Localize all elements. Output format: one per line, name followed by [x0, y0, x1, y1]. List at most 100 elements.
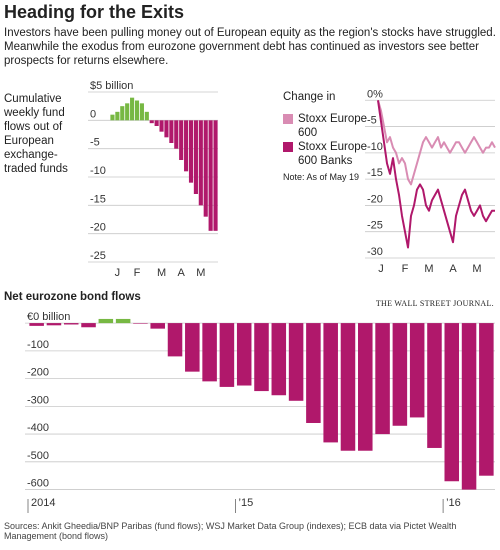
bar	[461, 323, 477, 490]
y-tick-label: -100	[27, 339, 49, 351]
y-tick-label: -200	[27, 367, 49, 379]
bar	[444, 323, 460, 482]
y-tick-label: -400	[27, 422, 49, 434]
bar	[288, 323, 304, 401]
legend-item: Stoxx Europe 600	[283, 112, 378, 140]
y-tick-label: -500	[27, 450, 49, 462]
bar	[81, 323, 96, 328]
bar	[63, 323, 79, 325]
x-tick-label: M	[157, 267, 166, 279]
bar	[167, 323, 183, 357]
bar	[375, 323, 390, 435]
legend-swatch	[283, 114, 293, 124]
line	[377, 100, 496, 186]
bar	[134, 100, 140, 121]
bar	[323, 323, 338, 443]
line	[377, 100, 495, 249]
y-tick-label: 0%	[367, 88, 383, 100]
title: Heading for the Exits	[4, 2, 185, 22]
bar	[169, 120, 174, 143]
y-tick-label: -5	[90, 137, 100, 149]
bar	[179, 120, 184, 160]
bar	[125, 103, 130, 121]
bar	[392, 323, 408, 426]
y-tick-label: -15	[367, 167, 383, 179]
bar	[427, 323, 442, 448]
x-tick-label: M	[424, 263, 433, 275]
source: Sources: Ankit Gheedia/BNP Paribas (fund…	[4, 521, 457, 541]
chart-label: Cumulative weekly fund flows out of Euro…	[4, 93, 68, 175]
bar	[213, 120, 218, 231]
x-tick-label: A	[178, 267, 186, 279]
bar	[198, 120, 203, 206]
brand: THE WALL STREET JOURNAL.	[375, 299, 494, 308]
y-tick-label: -25	[90, 250, 106, 262]
subtitle: Investors have been pulling money out of…	[4, 27, 496, 67]
bar	[236, 323, 252, 386]
bar	[208, 120, 213, 231]
chart-label: Change in	[283, 91, 336, 103]
legend-swatch	[283, 142, 293, 152]
bar	[159, 120, 164, 132]
bar	[144, 111, 149, 121]
bar	[203, 120, 208, 217]
bar	[271, 323, 287, 396]
y-tick-label: -10	[367, 141, 383, 153]
bar	[120, 106, 125, 121]
bar	[188, 120, 194, 183]
bar	[193, 120, 198, 194]
x-tick-label: A	[449, 263, 457, 275]
bar	[115, 111, 120, 121]
y-tick-label: 0	[90, 108, 96, 120]
y-tick-label: -30	[367, 246, 383, 258]
x-tick-label: ’16	[446, 497, 461, 509]
bar	[150, 323, 165, 329]
bar	[110, 114, 115, 121]
chart-label: Net eurozone bond flows	[4, 291, 141, 303]
y-tick-label: -20	[90, 222, 106, 234]
x-tick-label: F	[134, 267, 141, 279]
bar	[185, 323, 200, 372]
bar	[340, 323, 356, 451]
bar	[98, 318, 114, 324]
bar	[479, 323, 494, 476]
x-tick-label: J	[115, 267, 121, 279]
y-tick-label: €0 billion	[27, 311, 70, 323]
legend-label: Stoxx Europe 600	[298, 113, 368, 139]
bar	[306, 323, 321, 423]
bar	[139, 103, 144, 121]
y-tick-label: $5 billion	[90, 80, 133, 92]
bar	[358, 323, 373, 451]
x-tick-label: J	[378, 263, 384, 275]
legend-label: Stoxx Europe 600 Banks	[298, 141, 368, 167]
y-tick-label: -15	[90, 193, 106, 205]
bar	[174, 120, 179, 149]
note: Note: As of May 19	[283, 172, 360, 182]
x-tick-label: F	[402, 263, 409, 275]
bar	[409, 323, 425, 418]
bar	[154, 120, 159, 126]
y-tick-label: -25	[367, 220, 383, 232]
bar	[29, 323, 44, 326]
y-tick-label: -600	[27, 478, 49, 490]
legend-item: Stoxx Europe 600 Banks	[283, 140, 378, 168]
bar	[46, 323, 62, 326]
x-tick-label: 2014	[31, 497, 55, 509]
bar	[219, 323, 235, 387]
y-tick-label: -10	[90, 165, 106, 177]
bar	[115, 318, 131, 324]
x-tick-label: ’15	[239, 497, 254, 509]
y-tick-label: -300	[27, 394, 49, 406]
bar	[254, 323, 269, 392]
y-tick-label: -5	[367, 115, 377, 127]
bar	[202, 323, 217, 382]
bar	[164, 120, 169, 138]
bar	[130, 97, 135, 121]
bar	[184, 120, 189, 172]
y-tick-label: -20	[367, 193, 383, 205]
bar	[133, 323, 148, 324]
bar	[149, 120, 154, 124]
x-tick-label: M	[196, 267, 205, 279]
